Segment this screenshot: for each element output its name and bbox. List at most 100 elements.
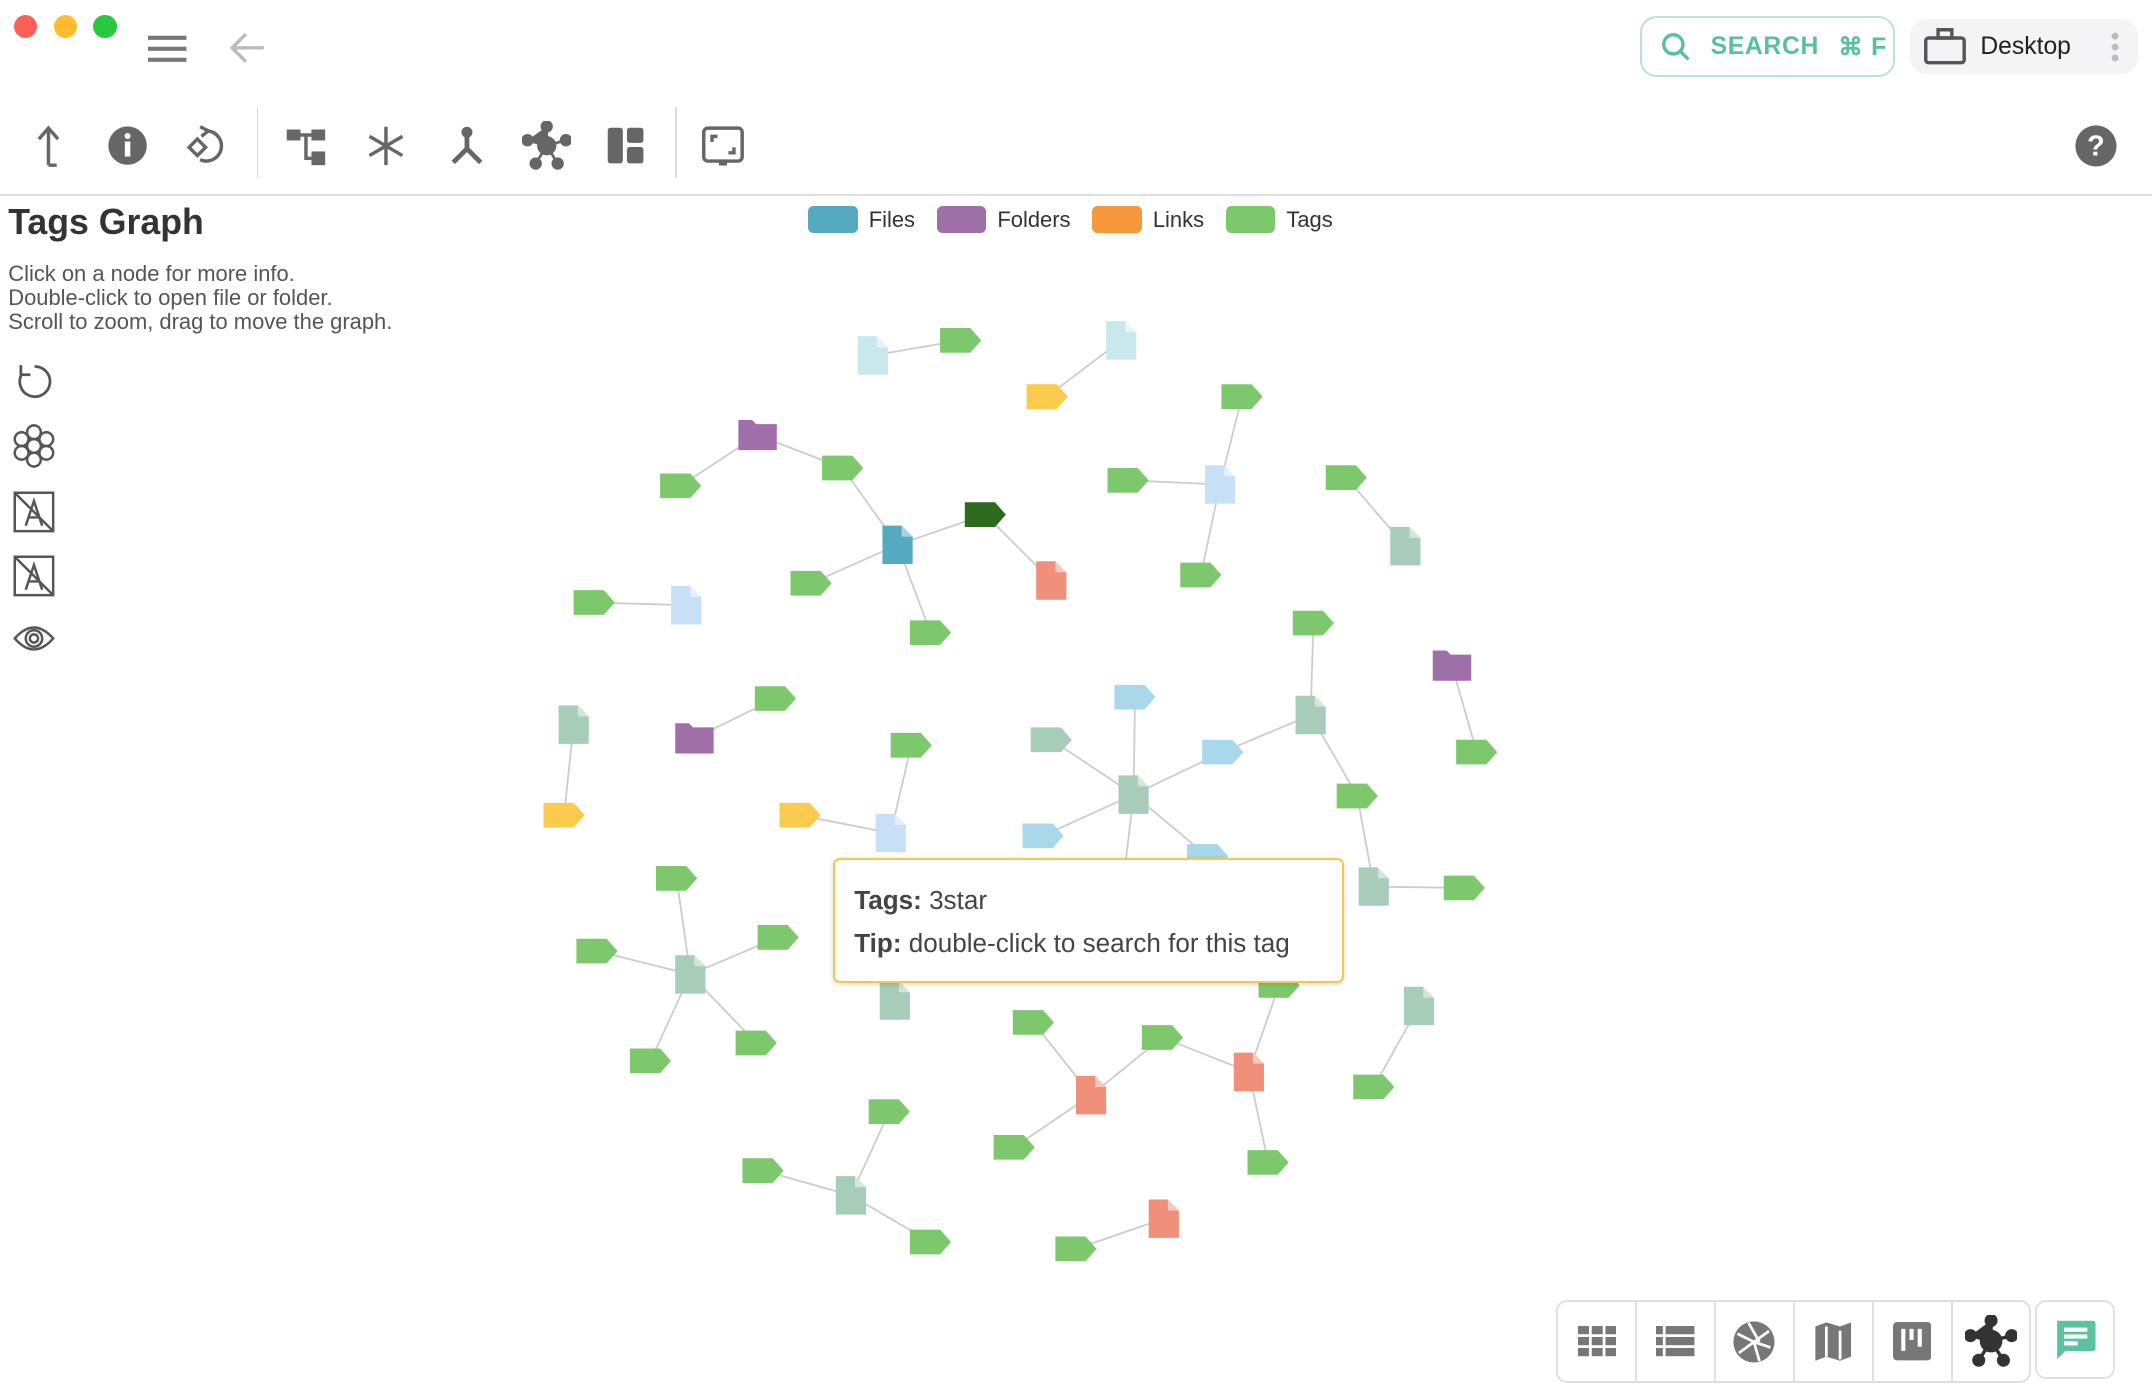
tag-node[interactable] xyxy=(543,802,585,828)
folder-node[interactable] xyxy=(675,723,714,754)
tag-node[interactable] xyxy=(779,802,821,828)
tag-node[interactable] xyxy=(742,1158,784,1184)
cluster-button[interactable] xyxy=(11,423,58,470)
tag-node[interactable] xyxy=(1353,1074,1395,1100)
folder-node[interactable] xyxy=(738,419,777,451)
back-button[interactable] xyxy=(228,30,266,72)
file-node[interactable] xyxy=(1036,561,1067,600)
file-node[interactable] xyxy=(1204,465,1236,504)
file-fold-corner xyxy=(1423,986,1435,998)
snowflake-button[interactable] xyxy=(358,118,413,173)
map-perspective-button[interactable] xyxy=(1795,1301,1874,1382)
file-node[interactable] xyxy=(835,1176,866,1215)
tag-node[interactable] xyxy=(1026,384,1068,409)
file-node[interactable] xyxy=(558,705,589,744)
maximize-window-button[interactable] xyxy=(93,15,117,39)
tag-node[interactable] xyxy=(1325,465,1367,490)
tree-view-button[interactable] xyxy=(279,118,334,173)
list-perspective-button[interactable] xyxy=(1637,1301,1716,1382)
tag-node[interactable] xyxy=(868,1099,910,1124)
tag-node[interactable] xyxy=(573,590,615,615)
search-label: SEARCH xyxy=(1710,32,1819,60)
tag-node[interactable] xyxy=(1107,467,1149,493)
file-node[interactable] xyxy=(1390,527,1421,566)
info-button[interactable] xyxy=(100,118,155,173)
gallery-perspective-button[interactable] xyxy=(1716,1301,1795,1382)
close-window-button[interactable] xyxy=(13,15,38,39)
menu-button[interactable] xyxy=(148,33,187,69)
tag-node[interactable] xyxy=(754,686,796,711)
help-button[interactable]: ? xyxy=(2068,118,2123,173)
tag-node[interactable] xyxy=(993,1134,1035,1160)
tag-node[interactable] xyxy=(909,1229,952,1255)
tag-node[interactable] xyxy=(1336,783,1378,809)
kanban-perspective-button[interactable] xyxy=(1874,1301,1953,1382)
tag-node[interactable] xyxy=(656,865,698,891)
minimize-window-button[interactable] xyxy=(53,15,77,39)
tag-node[interactable] xyxy=(735,1030,777,1056)
tag-node[interactable] xyxy=(576,938,618,964)
file-node[interactable] xyxy=(671,586,702,625)
tag-node[interactable] xyxy=(1180,562,1222,588)
grid-icon xyxy=(1577,1326,1616,1357)
search-button[interactable]: SEARCH ⌘ F xyxy=(1640,16,1896,77)
file-node[interactable] xyxy=(875,813,906,853)
file-node[interactable] xyxy=(1295,695,1326,735)
tag-node[interactable] xyxy=(1141,1025,1184,1050)
file-node[interactable] xyxy=(1118,775,1149,814)
tag-node[interactable] xyxy=(757,924,799,950)
chat-button[interactable] xyxy=(2035,1299,2115,1380)
tag-node[interactable] xyxy=(1247,1150,1289,1175)
tag-node[interactable] xyxy=(1022,823,1064,849)
layout-button[interactable] xyxy=(598,118,653,173)
fork-button[interactable] xyxy=(439,118,494,173)
file-node[interactable] xyxy=(857,336,888,375)
file-node[interactable] xyxy=(1148,1199,1179,1238)
parent-folder-button[interactable] xyxy=(21,118,76,173)
file-node[interactable] xyxy=(1106,321,1137,360)
graph-perspective-button[interactable] xyxy=(1953,1302,2030,1382)
tag-node[interactable] xyxy=(890,732,932,758)
tag-node[interactable] xyxy=(1221,384,1263,409)
reload-button[interactable] xyxy=(180,118,235,173)
file-fold-corner xyxy=(694,955,706,967)
file-node[interactable] xyxy=(675,955,706,994)
tag-node[interactable] xyxy=(1055,1236,1097,1262)
visibility-button[interactable] xyxy=(11,615,58,662)
file-node[interactable] xyxy=(879,981,910,1020)
fullscreen-button[interactable] xyxy=(696,118,751,173)
tag-node[interactable] xyxy=(1456,739,1498,765)
instruction-line: Scroll to zoom, drag to move the graph. xyxy=(8,309,393,335)
grid-perspective-button[interactable] xyxy=(1558,1301,1638,1382)
more-vertical-icon[interactable] xyxy=(2111,32,2119,62)
tag-node[interactable] xyxy=(629,1048,672,1074)
tag-node[interactable] xyxy=(660,473,702,499)
location-selector[interactable]: Desktop xyxy=(1910,19,2139,75)
tag-node[interactable] xyxy=(1202,739,1244,765)
tag-node[interactable] xyxy=(964,502,1006,528)
network-button[interactable] xyxy=(519,118,574,173)
tag-node[interactable] xyxy=(1292,610,1334,636)
hide-labels-button[interactable] xyxy=(11,489,58,536)
folder-node[interactable] xyxy=(1432,650,1472,681)
tag-node[interactable] xyxy=(790,570,832,596)
file-fold-corner xyxy=(1167,1199,1179,1211)
file-fold-corner xyxy=(855,1176,866,1188)
layout-icon xyxy=(607,127,644,164)
file-node[interactable] xyxy=(1403,986,1435,1026)
tag-node[interactable] xyxy=(909,620,952,646)
tag-node[interactable] xyxy=(1443,875,1485,901)
snowflake-icon xyxy=(368,126,403,165)
file-node[interactable] xyxy=(882,525,913,565)
file-node[interactable] xyxy=(1358,867,1389,906)
tag-node[interactable] xyxy=(1114,684,1156,710)
tag-node[interactable] xyxy=(940,328,982,353)
reset-graph-button[interactable] xyxy=(11,358,58,405)
tag-node[interactable] xyxy=(822,455,864,481)
tag-node[interactable] xyxy=(1030,727,1072,753)
file-node[interactable] xyxy=(1233,1052,1264,1092)
tag-node[interactable] xyxy=(1012,1010,1055,1035)
file-node[interactable] xyxy=(1075,1075,1107,1115)
show-labels-button[interactable] xyxy=(11,553,58,600)
